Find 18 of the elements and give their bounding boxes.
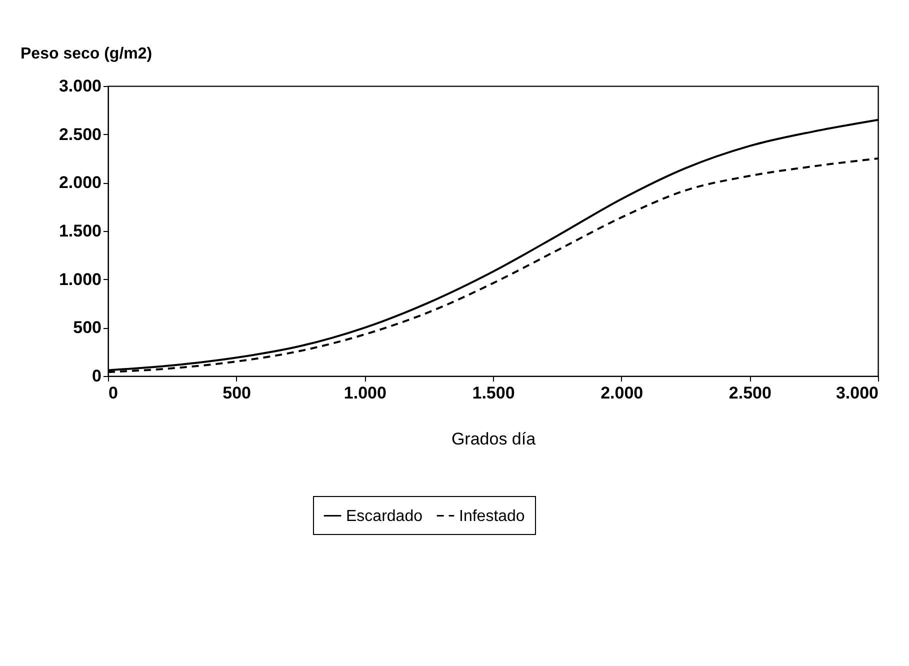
x-tick-label: 2.500 xyxy=(728,384,772,402)
x-tick-label: 0 xyxy=(108,384,118,402)
y-axis-title: Peso seco (g/m2) xyxy=(20,46,152,62)
y-tick-label: 3.000 xyxy=(58,76,102,96)
y-tick-label: 1.000 xyxy=(58,270,102,289)
y-tick-label: 2.000 xyxy=(58,173,102,192)
x-tick-label: 1.500 xyxy=(472,384,515,402)
y-tick-label: 1.500 xyxy=(58,222,102,240)
y-tick-label: 2.500 xyxy=(58,124,102,144)
y-tick-label: 500 xyxy=(73,318,102,338)
y-tick-label: 0 xyxy=(92,366,102,386)
x-tick-label: 3.000 xyxy=(836,384,878,402)
x-axis-title: Grados día xyxy=(451,430,536,448)
x-tick-label: 2.000 xyxy=(600,384,644,402)
legend-label: Infestado xyxy=(459,508,525,525)
x-tick-label: 500 xyxy=(222,384,252,402)
x-tick-label: 1.000 xyxy=(344,384,386,402)
legend-label: Escardado xyxy=(346,508,423,525)
